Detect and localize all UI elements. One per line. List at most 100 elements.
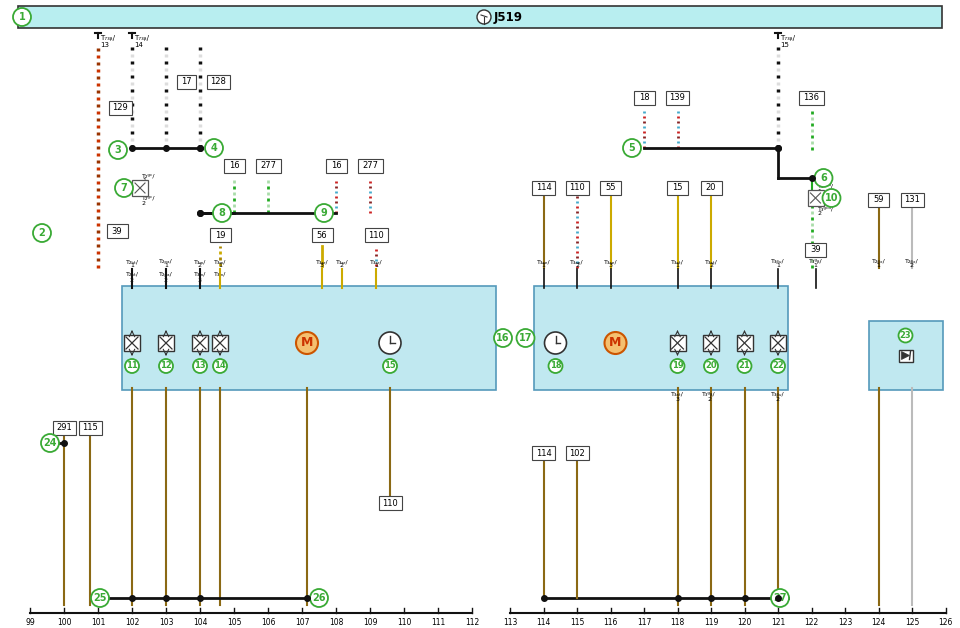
Text: 111: 111 — [431, 618, 445, 627]
Text: 16: 16 — [228, 161, 239, 170]
Circle shape — [310, 589, 328, 607]
Text: T₂ᵦₓ/: T₂ᵦₓ/ — [905, 259, 919, 264]
Text: 106: 106 — [261, 618, 276, 627]
Circle shape — [296, 332, 318, 354]
FancyBboxPatch shape — [122, 286, 496, 390]
Text: 25: 25 — [93, 593, 107, 603]
Text: 114: 114 — [536, 448, 551, 458]
Text: 15: 15 — [672, 183, 683, 193]
Text: T₃ₘ/: T₃ₘ/ — [214, 259, 227, 264]
Text: 1: 1 — [130, 263, 134, 268]
Circle shape — [494, 329, 512, 347]
Text: 100: 100 — [57, 618, 71, 627]
Text: 11: 11 — [126, 362, 138, 371]
Text: 3: 3 — [609, 263, 612, 268]
Text: 1: 1 — [142, 178, 146, 183]
FancyBboxPatch shape — [53, 421, 76, 435]
Text: 20: 20 — [706, 362, 717, 371]
Text: 110: 110 — [396, 618, 411, 627]
Text: 59: 59 — [874, 195, 884, 205]
Text: 2: 2 — [130, 278, 134, 283]
FancyBboxPatch shape — [209, 228, 230, 242]
Circle shape — [737, 359, 752, 373]
Circle shape — [670, 359, 684, 373]
Text: 120: 120 — [737, 618, 752, 627]
Text: J519: J519 — [494, 11, 523, 23]
Text: 110: 110 — [382, 499, 397, 507]
Circle shape — [33, 224, 51, 242]
Text: 116: 116 — [603, 618, 617, 627]
Text: T₂ᵍᶜ/: T₂ᵍᶜ/ — [142, 196, 156, 201]
Circle shape — [623, 139, 641, 157]
Text: T₂ₚₐ/: T₂ₚₐ/ — [159, 259, 173, 264]
FancyBboxPatch shape — [565, 181, 588, 195]
Text: T₃ᵍᶜᵈ/: T₃ᵍᶜᵈ/ — [818, 183, 833, 188]
Text: 136: 136 — [804, 94, 820, 102]
Text: 2: 2 — [38, 228, 45, 238]
Text: T₃ₐₜ/: T₃ₐₜ/ — [671, 392, 684, 397]
FancyBboxPatch shape — [534, 286, 788, 390]
Text: 2: 2 — [910, 263, 914, 268]
Text: 14: 14 — [134, 42, 143, 48]
Text: 115: 115 — [570, 618, 585, 627]
Text: 1: 1 — [818, 189, 822, 194]
Circle shape — [899, 328, 913, 342]
Circle shape — [213, 359, 227, 373]
Text: T₃ₐₜ/: T₃ₐₜ/ — [671, 259, 684, 264]
Text: T₃ᵦᵤ/: T₃ᵦᵤ/ — [771, 392, 785, 397]
FancyBboxPatch shape — [325, 159, 347, 173]
FancyBboxPatch shape — [667, 181, 688, 195]
Circle shape — [814, 169, 832, 187]
FancyBboxPatch shape — [365, 228, 388, 242]
Text: 109: 109 — [363, 618, 377, 627]
Circle shape — [704, 359, 718, 373]
Text: 21: 21 — [738, 362, 751, 371]
Text: T₇₃ᵦ/: T₇₃ᵦ/ — [100, 35, 115, 41]
Text: T₃ₐₜ/: T₃ₐₜ/ — [705, 259, 717, 264]
FancyBboxPatch shape — [869, 321, 943, 390]
Text: 103: 103 — [158, 618, 173, 627]
Text: 2: 2 — [709, 263, 713, 268]
Text: T₃ₘ/: T₃ₘ/ — [194, 272, 206, 277]
Text: 13: 13 — [100, 42, 109, 48]
Circle shape — [159, 359, 173, 373]
FancyBboxPatch shape — [900, 193, 924, 207]
Bar — [669, 335, 685, 351]
Text: 13: 13 — [194, 362, 205, 371]
Circle shape — [477, 10, 491, 24]
FancyBboxPatch shape — [107, 224, 128, 238]
Text: 277: 277 — [260, 161, 276, 170]
Text: 1: 1 — [164, 263, 168, 268]
Text: 131: 131 — [904, 195, 920, 205]
Text: 2: 2 — [707, 397, 711, 402]
Text: 126: 126 — [938, 618, 952, 627]
Text: 124: 124 — [872, 618, 886, 627]
Circle shape — [125, 359, 139, 373]
Circle shape — [823, 189, 841, 207]
Text: 6: 6 — [820, 173, 827, 183]
Text: 9: 9 — [321, 208, 327, 218]
Text: 105: 105 — [227, 618, 241, 627]
Text: 16: 16 — [496, 333, 510, 343]
Text: 113: 113 — [503, 618, 517, 627]
Text: T₃ᵍᵦ/: T₃ᵍᵦ/ — [808, 259, 823, 264]
FancyBboxPatch shape — [600, 181, 621, 195]
Bar — [703, 335, 719, 351]
FancyBboxPatch shape — [224, 159, 245, 173]
Text: 7: 7 — [121, 183, 128, 193]
Text: 19: 19 — [215, 230, 226, 239]
FancyBboxPatch shape — [868, 193, 889, 207]
Circle shape — [771, 359, 785, 373]
FancyBboxPatch shape — [666, 91, 689, 105]
Text: 18: 18 — [550, 362, 562, 371]
Text: 102: 102 — [125, 618, 139, 627]
Bar — [899, 350, 913, 362]
Bar — [770, 335, 786, 351]
Text: 125: 125 — [905, 618, 919, 627]
Bar — [158, 335, 174, 351]
FancyBboxPatch shape — [805, 243, 826, 257]
Text: T₂ₚₐ/: T₂ₚₐ/ — [159, 272, 173, 277]
Text: 110: 110 — [569, 183, 585, 193]
Text: 99: 99 — [25, 618, 35, 627]
Text: T₃ᵦᵤ/: T₃ᵦᵤ/ — [771, 259, 785, 264]
